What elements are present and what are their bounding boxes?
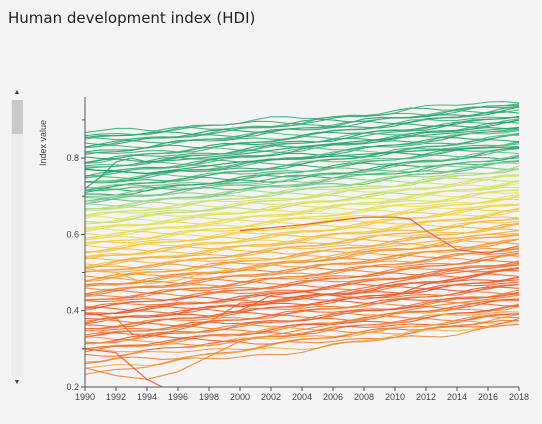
scroll-down-icon[interactable]: ▼	[13, 379, 21, 386]
series-line	[84, 323, 520, 375]
series-line	[84, 248, 520, 286]
series-line	[84, 259, 520, 295]
series-line	[84, 313, 520, 353]
series-line	[84, 193, 520, 239]
x-tick-label: 2012	[416, 392, 436, 402]
series-line	[84, 299, 520, 339]
series-line	[84, 168, 520, 210]
series-line	[84, 151, 520, 192]
series-line	[84, 166, 520, 202]
series-line	[84, 160, 520, 192]
x-tick-label: 1998	[199, 392, 219, 402]
series-line	[84, 324, 520, 369]
series-line	[84, 209, 520, 249]
scroll-thumb[interactable]	[12, 100, 23, 134]
series-line	[84, 189, 520, 233]
series-line	[84, 250, 520, 286]
series-line	[84, 293, 520, 330]
x-tick-label: 2014	[447, 392, 467, 402]
series-line	[84, 267, 520, 303]
series-line	[84, 186, 520, 225]
series-line	[84, 126, 520, 170]
series-line	[84, 242, 520, 282]
series-line	[84, 319, 520, 365]
series-line	[84, 140, 520, 183]
series-line	[84, 230, 520, 285]
series-line	[84, 179, 519, 217]
x-tick-label: 1992	[106, 392, 126, 402]
series-line	[84, 264, 520, 339]
series-line	[84, 162, 520, 205]
series-line	[84, 348, 163, 388]
series-line	[84, 233, 520, 269]
scroll-up-icon[interactable]: ▲	[13, 89, 21, 96]
x-tick-label: 2000	[230, 392, 250, 402]
series-line	[84, 168, 520, 207]
series-line	[84, 279, 520, 311]
x-tick-label: 2006	[323, 392, 343, 402]
scroll-track[interactable]	[11, 100, 23, 376]
series-line	[239, 216, 520, 255]
y-axis-label: Index value	[38, 120, 48, 166]
series-line	[84, 281, 520, 316]
series-line	[84, 228, 520, 268]
page-title: Human development index (HDI)	[8, 9, 256, 27]
series-line	[84, 103, 520, 140]
series-line	[84, 120, 520, 155]
y-tick-label: 0.4	[66, 306, 79, 316]
series-lines	[84, 101, 520, 388]
vertical-scrollbar[interactable]: ▲ ▼	[10, 88, 24, 388]
series-line	[84, 146, 520, 174]
x-tick-label: 1994	[137, 392, 157, 402]
y-tick-label: 0.6	[66, 229, 79, 239]
series-line	[84, 208, 520, 244]
series-line	[84, 291, 520, 328]
x-tick-label: 2018	[509, 392, 529, 402]
series-line	[84, 191, 520, 231]
series-line	[84, 198, 520, 239]
series-line	[84, 217, 520, 260]
series-line	[84, 216, 520, 254]
x-tick-label: 1990	[75, 392, 95, 402]
series-line	[239, 268, 520, 312]
x-tick-label: 2016	[478, 392, 498, 402]
series-line	[84, 260, 520, 301]
series-line	[84, 294, 520, 381]
series-line	[84, 203, 520, 245]
series-line	[84, 174, 520, 217]
x-tick-label: 2010	[385, 392, 405, 402]
series-line	[84, 111, 520, 148]
series-line	[84, 119, 520, 160]
series-line	[84, 109, 520, 141]
series-line	[84, 130, 520, 168]
series-line	[84, 276, 520, 316]
x-tick-label: 2002	[261, 392, 281, 402]
series-line	[84, 210, 519, 254]
series-line	[84, 284, 520, 320]
y-tick-label: 0.2	[66, 382, 79, 392]
chart-axes: 1990 1992 1994 1996 1998 2000 2002 2004 2006 2008…	[66, 97, 529, 402]
x-tick-label: 2004	[292, 392, 312, 402]
series-line	[84, 147, 520, 189]
x-tick-label: 1996	[168, 392, 188, 402]
series-line	[84, 146, 520, 184]
series-line	[84, 126, 520, 190]
series-line	[84, 303, 520, 336]
series-line	[84, 121, 520, 165]
x-tick-label: 2008	[354, 392, 374, 402]
y-tick-label: 0.8	[66, 153, 79, 163]
series-line	[84, 238, 520, 273]
